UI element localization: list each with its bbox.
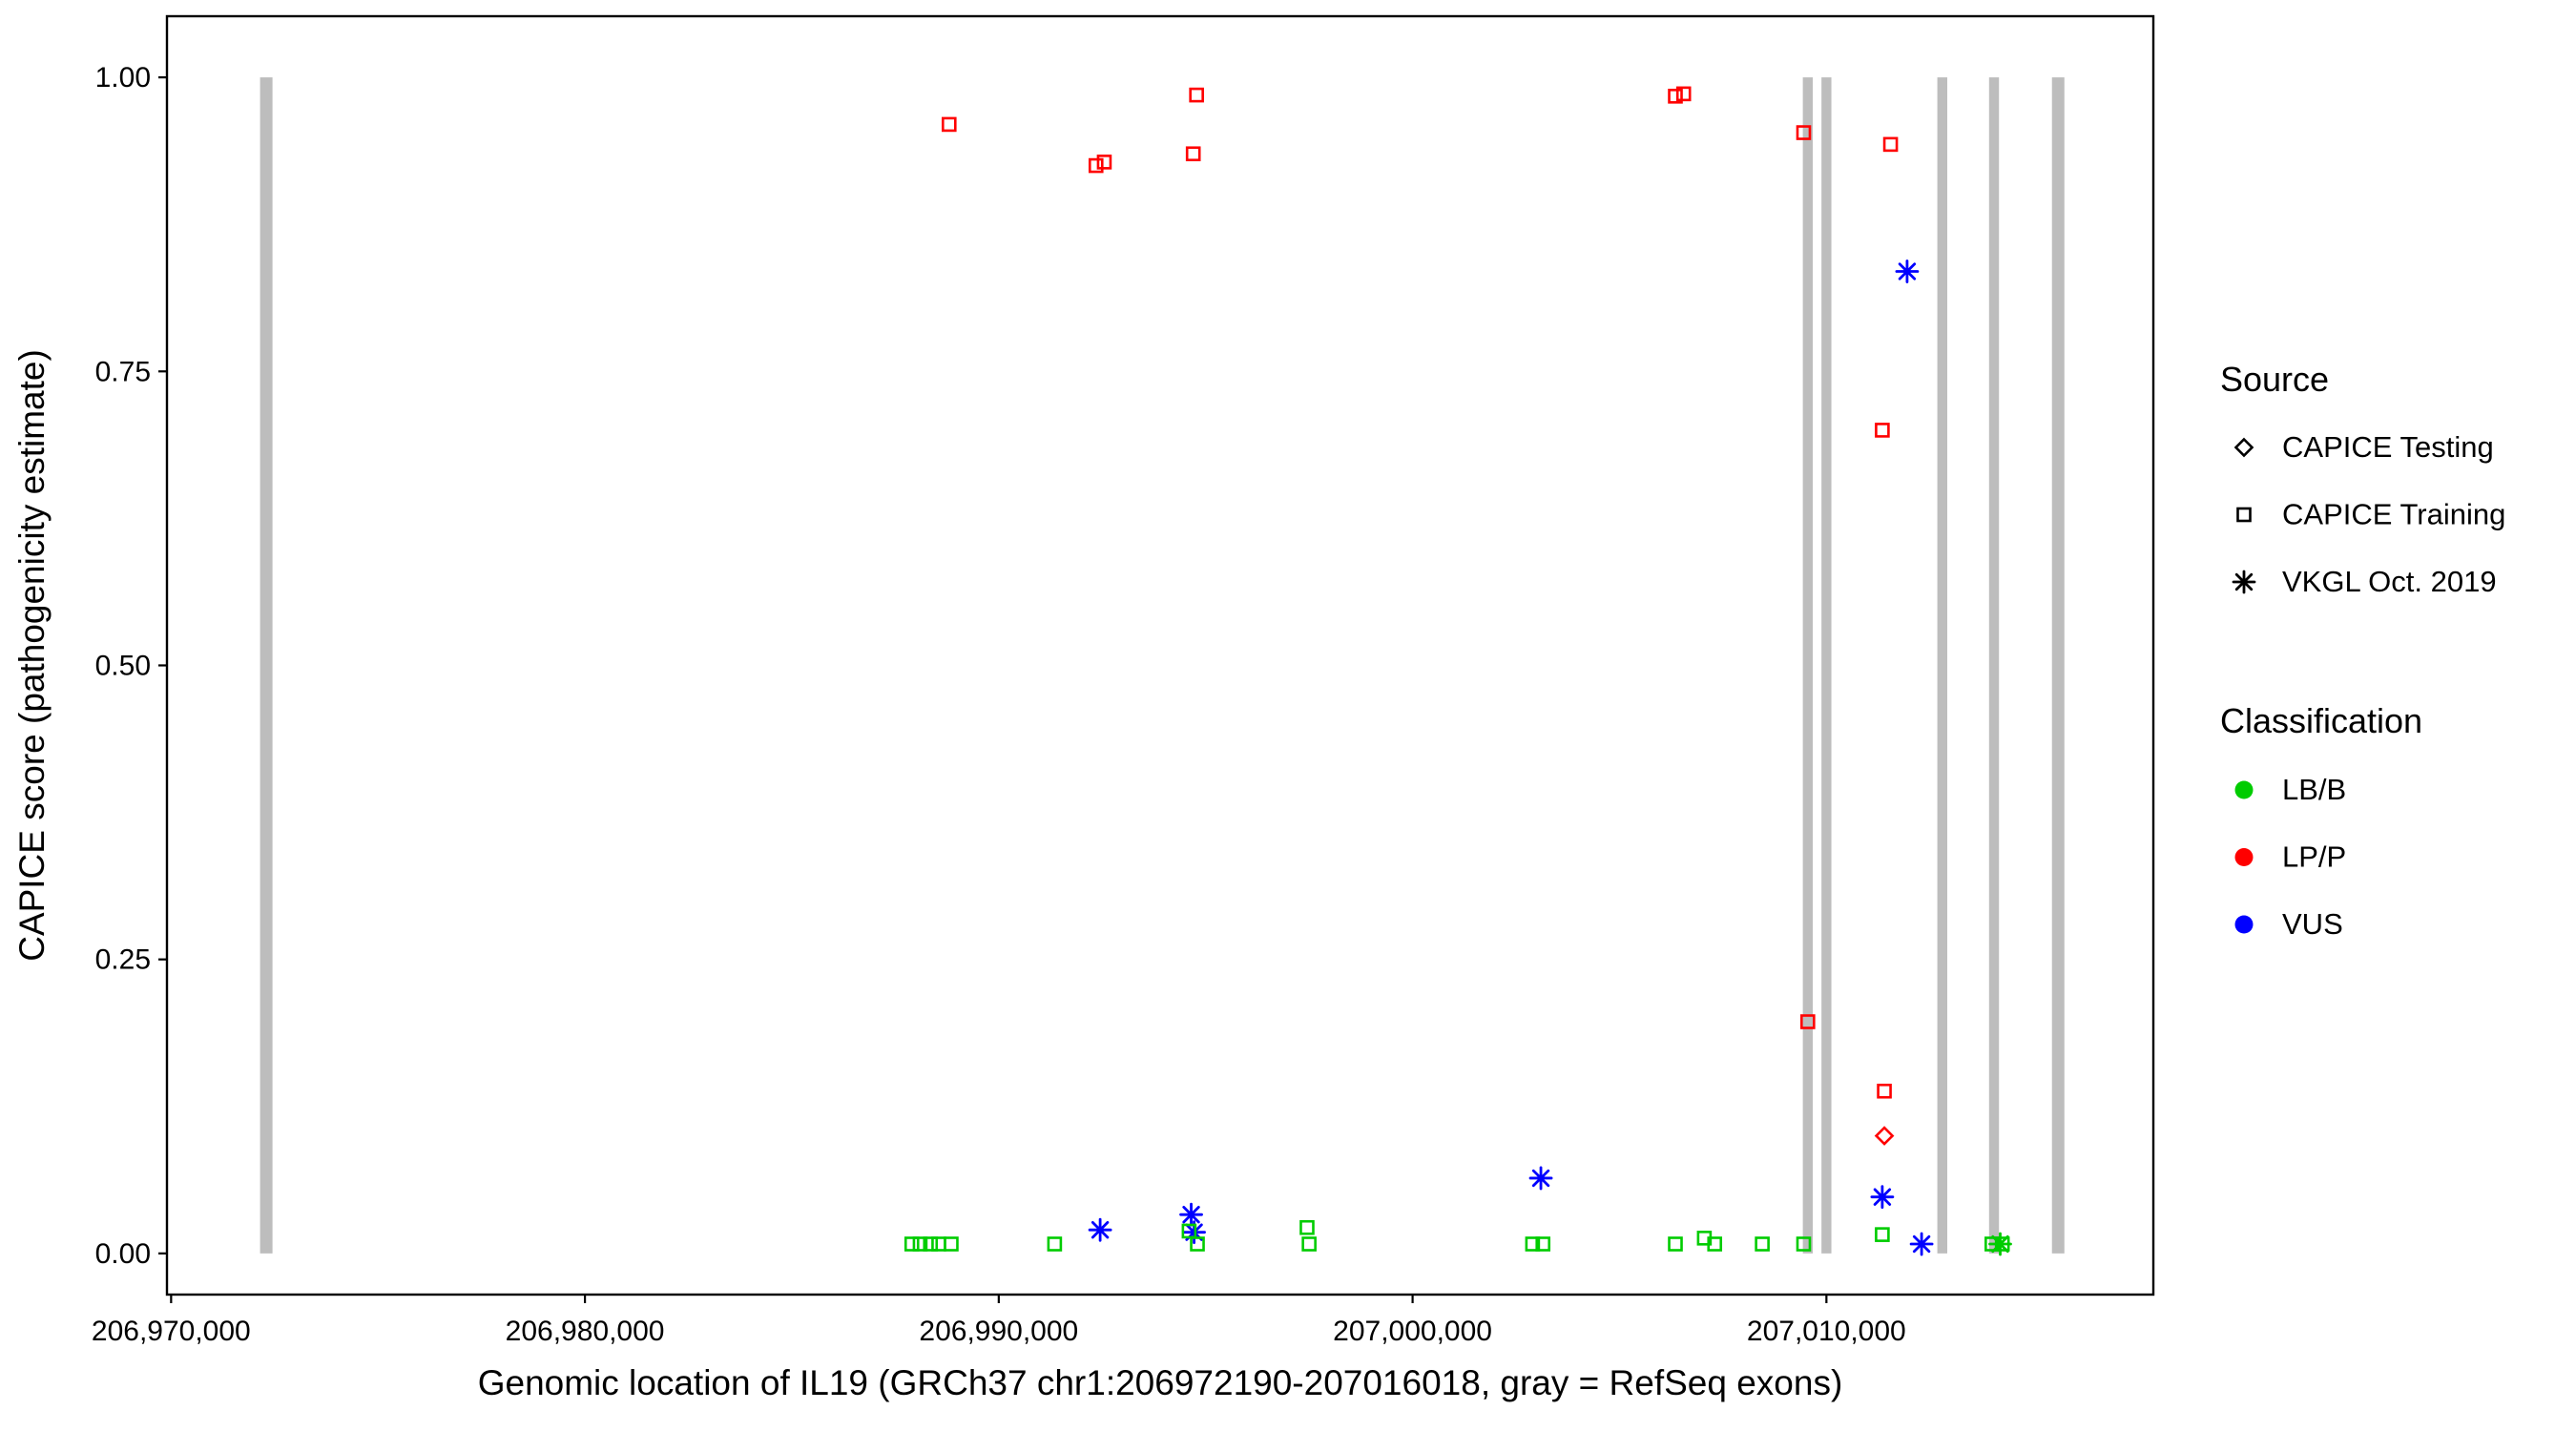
data-point-square bbox=[1299, 1219, 1315, 1235]
y-tick-label: 1.00 bbox=[95, 62, 151, 93]
data-points bbox=[904, 86, 2012, 1256]
data-point-square bbox=[1796, 1236, 1812, 1252]
exon-bar bbox=[260, 77, 273, 1254]
data-point-square bbox=[1800, 1014, 1816, 1029]
data-point-square bbox=[923, 1236, 939, 1252]
data-point-square bbox=[1047, 1236, 1063, 1252]
data-point-asterisk bbox=[1179, 1202, 1203, 1227]
legend-square-icon bbox=[2236, 507, 2252, 523]
data-point-square bbox=[1875, 1227, 1890, 1242]
data-point-square bbox=[1707, 1236, 1723, 1252]
data-point-square bbox=[1668, 1236, 1683, 1252]
y-tick-label: 0.50 bbox=[95, 650, 151, 681]
data-point-square bbox=[912, 1236, 928, 1252]
data-point-square bbox=[1301, 1236, 1317, 1252]
legend-classification-title: Classification bbox=[2220, 701, 2422, 740]
x-tick-label: 207,000,000 bbox=[1333, 1316, 1492, 1347]
y-tick-label: 0.00 bbox=[95, 1238, 151, 1270]
data-point-square bbox=[1882, 136, 1899, 153]
legend-color-dot bbox=[2234, 780, 2254, 799]
legend-source-item-label: VKGL Oct. 2019 bbox=[2282, 565, 2497, 598]
data-point-asterisk bbox=[1988, 1232, 2012, 1256]
exon-bar bbox=[2051, 77, 2065, 1254]
y-axis-title: CAPICE score (pathogenicity estimate) bbox=[12, 349, 52, 962]
exon-bar bbox=[1937, 77, 1947, 1254]
legend: Source CAPICE Testing CAPICE Training VKGL … bbox=[2220, 360, 2505, 941]
data-point-square bbox=[1668, 89, 1683, 104]
legend-classification-item-label: LP/P bbox=[2282, 840, 2346, 874]
data-point-square bbox=[904, 1236, 920, 1252]
exon-bar bbox=[1988, 77, 2000, 1254]
data-point-asterisk bbox=[1909, 1232, 1934, 1256]
data-point-square bbox=[941, 116, 957, 133]
y-tick-label: 0.25 bbox=[95, 944, 151, 976]
legend-source-title: Source bbox=[2220, 360, 2329, 399]
data-point-asterisk bbox=[1895, 259, 1920, 283]
data-point-asterisk bbox=[1870, 1185, 1895, 1210]
legend-classification-item-label: LB/B bbox=[2282, 773, 2346, 806]
x-tick-label: 206,990,000 bbox=[919, 1316, 1078, 1347]
data-point-square bbox=[1535, 1236, 1551, 1252]
data-point-square bbox=[1796, 125, 1812, 140]
data-point-square bbox=[1875, 423, 1890, 438]
legend-classification-item-label: VUS bbox=[2282, 907, 2343, 941]
data-point-square bbox=[1190, 1236, 1205, 1252]
y-tick-label: 0.75 bbox=[95, 356, 151, 387]
axes: 206,970,000 206,980,000 206,990,000 207,000… bbox=[92, 62, 1906, 1347]
data-point-square bbox=[1096, 155, 1112, 170]
x-tick-label: 206,970,000 bbox=[92, 1316, 251, 1347]
exon-bar bbox=[1802, 77, 1814, 1254]
data-point-square bbox=[944, 1236, 959, 1252]
x-tick-label: 206,980,000 bbox=[506, 1316, 665, 1347]
data-point-asterisk bbox=[1528, 1166, 1553, 1191]
data-point-square bbox=[1181, 1223, 1197, 1239]
x-axis-title: Genomic location of IL19 (GRCh37 chr1:20… bbox=[478, 1363, 1843, 1402]
legend-color-dot bbox=[2234, 915, 2254, 934]
data-point-square bbox=[1189, 87, 1204, 103]
data-point-square bbox=[1675, 86, 1692, 102]
legend-color-dot bbox=[2234, 848, 2254, 866]
legend-asterisk-icon bbox=[2232, 570, 2256, 594]
data-point-square bbox=[1877, 1083, 1892, 1099]
legend-diamond-icon bbox=[2233, 437, 2254, 458]
exon-bar bbox=[1821, 77, 1832, 1254]
legend-source-item-label: CAPICE Training bbox=[2282, 498, 2505, 531]
data-point-asterisk bbox=[1088, 1217, 1112, 1242]
data-point-diamond bbox=[1874, 1126, 1895, 1146]
data-point-square bbox=[1185, 146, 1201, 162]
data-point-square bbox=[1088, 157, 1104, 174]
legend-source-item-label: CAPICE Testing bbox=[2282, 430, 2494, 464]
data-point-square bbox=[1525, 1236, 1541, 1252]
plot-panel-border bbox=[165, 14, 2155, 1296]
data-point-square bbox=[931, 1236, 946, 1252]
exon-track bbox=[260, 77, 2065, 1254]
data-point-square bbox=[1755, 1236, 1770, 1252]
x-tick-label: 207,010,000 bbox=[1747, 1316, 1906, 1347]
